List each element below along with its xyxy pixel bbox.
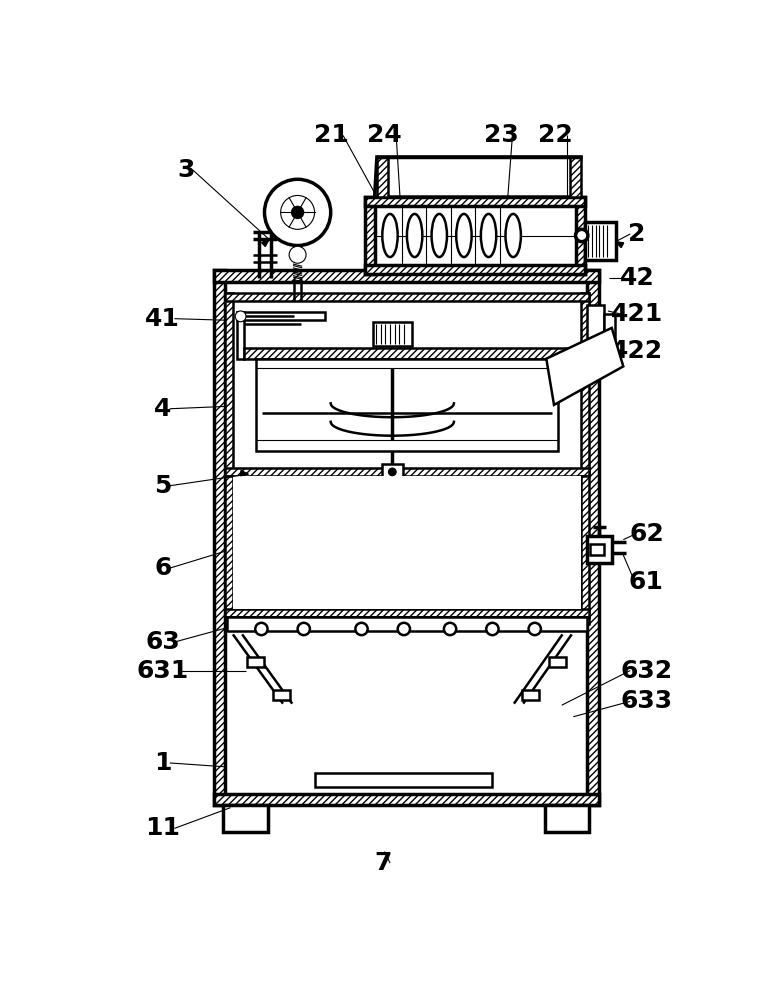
Bar — [225, 476, 233, 617]
Bar — [225, 609, 589, 617]
Circle shape — [529, 623, 541, 635]
Bar — [223, 805, 267, 832]
Circle shape — [355, 623, 368, 635]
Circle shape — [389, 468, 396, 476]
Polygon shape — [375, 157, 581, 197]
Bar — [545, 805, 590, 832]
Bar — [522, 690, 540, 700]
Bar — [247, 657, 264, 667]
Bar — [585, 222, 615, 260]
Text: 1: 1 — [154, 751, 171, 775]
Bar — [225, 293, 233, 476]
Text: 42: 42 — [620, 266, 655, 290]
Circle shape — [486, 623, 499, 635]
Bar — [604, 314, 615, 339]
Text: 421: 421 — [611, 302, 663, 326]
Text: 62: 62 — [629, 522, 664, 546]
Circle shape — [289, 246, 306, 263]
Bar — [256, 359, 558, 451]
Bar — [587, 270, 599, 805]
Text: 41: 41 — [145, 307, 181, 331]
Circle shape — [444, 623, 456, 635]
Bar — [273, 690, 290, 700]
Bar — [581, 293, 589, 476]
Circle shape — [264, 179, 331, 246]
Bar — [576, 197, 585, 274]
Bar — [587, 305, 604, 347]
Ellipse shape — [407, 214, 422, 257]
Bar — [225, 617, 589, 624]
Text: 5: 5 — [154, 474, 171, 498]
Bar — [365, 197, 585, 206]
Bar — [227, 617, 587, 631]
Text: 6: 6 — [154, 556, 171, 580]
Circle shape — [255, 623, 267, 635]
Bar — [365, 197, 375, 274]
Bar — [233, 476, 581, 609]
Bar — [377, 157, 388, 197]
Text: 7: 7 — [375, 851, 392, 875]
Text: 23: 23 — [483, 123, 518, 147]
Bar — [213, 270, 225, 805]
Bar — [365, 265, 585, 274]
Ellipse shape — [382, 214, 398, 257]
Text: 61: 61 — [629, 570, 664, 594]
Bar — [225, 293, 589, 301]
Polygon shape — [615, 242, 624, 248]
Bar — [382, 464, 403, 478]
Text: 3: 3 — [178, 158, 195, 182]
Text: 632: 632 — [620, 659, 673, 683]
Bar — [225, 468, 589, 476]
Text: 24: 24 — [368, 123, 402, 147]
Text: 422: 422 — [611, 339, 663, 363]
Text: 631: 631 — [137, 659, 189, 683]
Circle shape — [398, 623, 410, 635]
Circle shape — [281, 195, 314, 229]
Ellipse shape — [432, 214, 447, 257]
Polygon shape — [240, 470, 249, 476]
Text: 11: 11 — [145, 816, 181, 840]
Ellipse shape — [456, 214, 472, 257]
Text: 22: 22 — [538, 123, 573, 147]
Bar — [315, 773, 493, 787]
Text: 4: 4 — [154, 397, 171, 421]
Bar — [581, 476, 589, 617]
Circle shape — [292, 206, 303, 219]
Bar — [237, 312, 245, 359]
Circle shape — [298, 623, 310, 635]
Text: 21: 21 — [314, 123, 349, 147]
Bar — [570, 157, 581, 197]
Text: 63: 63 — [145, 630, 180, 654]
Bar — [213, 794, 599, 805]
Bar — [373, 322, 411, 346]
Text: 633: 633 — [620, 689, 673, 713]
Bar — [213, 270, 599, 282]
Circle shape — [576, 229, 588, 242]
Bar — [245, 348, 569, 359]
Ellipse shape — [481, 214, 497, 257]
Text: 2: 2 — [629, 222, 646, 246]
Bar — [549, 657, 565, 667]
Polygon shape — [262, 239, 269, 247]
Ellipse shape — [505, 214, 521, 257]
Bar — [587, 536, 612, 563]
Bar — [590, 544, 604, 555]
Circle shape — [235, 311, 246, 322]
Polygon shape — [547, 328, 623, 405]
Bar — [237, 312, 325, 320]
